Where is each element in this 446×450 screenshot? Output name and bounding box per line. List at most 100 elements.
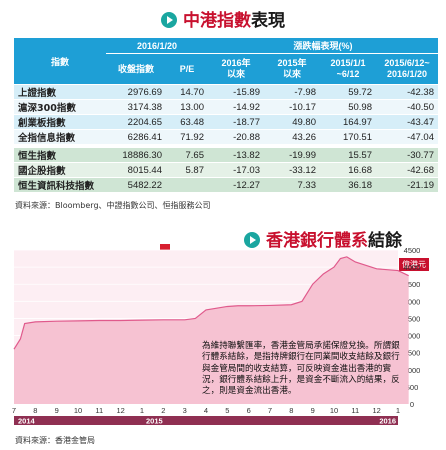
- table-cell: 16.68: [320, 162, 376, 178]
- column-header: 收盤指數: [106, 53, 166, 85]
- year-label: 2014: [18, 417, 36, 426]
- table-cell: -33.12: [264, 162, 320, 178]
- x-tick-label: 11: [351, 406, 359, 415]
- x-tick-label: 6: [247, 406, 251, 415]
- unit-label: 億港元: [399, 258, 429, 271]
- table-cell: 14.70: [166, 84, 208, 100]
- x-tick-label: 12: [372, 406, 380, 415]
- x-tick-label: 10: [330, 406, 338, 415]
- table-cell: 50.98: [320, 99, 376, 115]
- table-cell: -15.89: [208, 84, 264, 100]
- table-cell: 43.26: [264, 129, 320, 145]
- chart-annotation: 為維持聯繫匯率，香港金管局承諾保證兌換。所謂銀行體系結餘，是指持牌銀行在同業間收…: [202, 341, 400, 397]
- y-tick-label: 4500: [404, 246, 421, 255]
- table-cell: 3174.38: [106, 99, 166, 115]
- table-cell: [166, 177, 208, 193]
- y-tick-label: 1500: [404, 349, 421, 358]
- table-row: 全指信息指數 6286.41 71.92 -20.88 43.26 170.51 -47.0…: [14, 129, 438, 145]
- x-tick-label: 7: [268, 406, 272, 415]
- table-cell: 36.18: [320, 177, 376, 193]
- table-cell: 164.97: [320, 114, 376, 130]
- table-cell: -30.77: [376, 148, 438, 163]
- table-cell: 49.80: [264, 114, 320, 130]
- table-cell: -20.88: [208, 129, 264, 145]
- table-cell: 18886.30: [106, 148, 166, 163]
- year-band: [14, 416, 398, 425]
- table-cell: 8015.44: [106, 162, 166, 178]
- x-tick-label: 11: [95, 406, 103, 415]
- balance-line: [13, 256, 409, 350]
- x-tick-label: 2: [161, 406, 165, 415]
- table-row: 恒生資訊科技指數 5482.22 -12.27 7.33 36.18 -21.19: [14, 177, 438, 193]
- column-header: P/E: [166, 53, 208, 85]
- y-tick-label: 0: [410, 400, 414, 409]
- index-name: 恒生指數: [14, 148, 106, 163]
- table-cell: 15.57: [320, 148, 376, 163]
- table-cell: -43.47: [376, 114, 438, 130]
- table-cell: 63.48: [166, 114, 208, 130]
- x-tick-label: 10: [74, 406, 82, 415]
- table-cell: -7.98: [264, 84, 320, 100]
- index-name: 全指信息指數: [14, 129, 106, 145]
- source-note-2: 資料來源：香港金管局: [15, 436, 95, 445]
- x-tick-label: 1: [140, 406, 144, 415]
- table-cell: -47.04: [376, 129, 438, 145]
- table-cell: -21.19: [376, 177, 438, 193]
- balance-area: [14, 256, 409, 404]
- table-cell: -42.38: [376, 84, 438, 100]
- table-cell: 71.92: [166, 129, 208, 145]
- x-tick-label: 1: [396, 406, 400, 415]
- table-cell: 13.00: [166, 99, 208, 115]
- index-name: 滬深300指數: [14, 99, 106, 115]
- year-label: 2015: [146, 417, 163, 426]
- table-row: 創業板指數 2204.65 63.48 -18.77 49.80 164.97 -43.47: [14, 114, 438, 130]
- play-icon: [161, 12, 177, 28]
- table-cell: 170.51: [320, 129, 376, 145]
- table-row: 滬深300指數 3174.38 13.00 -14.92 -10.17 50.98 -40.…: [14, 99, 438, 115]
- y-tick-label: 2000: [404, 332, 421, 341]
- table-cell: -42.68: [376, 162, 438, 178]
- x-tick-label: 12: [116, 406, 124, 415]
- x-tick-label: 9: [311, 406, 315, 415]
- table-cell: 2976.69: [106, 84, 166, 100]
- x-tick-label: 3: [183, 406, 187, 415]
- table-cell: -19.99: [264, 148, 320, 163]
- y-tick-label: 2500: [404, 314, 421, 323]
- column-header: 2015年 以來: [264, 53, 320, 85]
- column-header: 2016年 以來: [208, 53, 264, 85]
- x-tick-label: 4: [204, 406, 208, 415]
- table-cell: 59.72: [320, 84, 376, 100]
- table-cell: -40.50: [376, 99, 438, 115]
- balance-chart: 0 500 1000 1500 2000 2500 3000 3500 4000 4500 7 8 9 1…: [12, 244, 421, 426]
- index-name: 上證指數: [14, 84, 106, 100]
- play-icon: [244, 232, 260, 248]
- table-cell: -18.77: [208, 114, 264, 130]
- index-table: 指數 2016/1/20 漲跌幅表現(%) 收盤指數 P/E 2016年 以來 2015…: [14, 38, 438, 193]
- table-title: 中港指數表現: [0, 6, 446, 31]
- table-cell: -12.27: [208, 177, 264, 193]
- table-cell: -10.17: [264, 99, 320, 115]
- chart-title: 香港銀行體系結餘: [244, 226, 402, 251]
- column-header: 2015/6/12~ 2016/1/20: [376, 53, 438, 85]
- table-cell: 6286.41: [106, 129, 166, 145]
- x-tick-label: 5: [225, 406, 229, 415]
- x-tick-label: 8: [33, 406, 37, 415]
- x-tick-label: 9: [55, 406, 59, 415]
- table-cell: 7.33: [264, 177, 320, 193]
- table-cell: -17.03: [208, 162, 264, 178]
- table-cell: 2204.65: [106, 114, 166, 130]
- x-tick-label: 8: [289, 406, 293, 415]
- index-name: 創業板指數: [14, 114, 106, 130]
- y-tick-label: 3000: [404, 297, 421, 306]
- column-header: 2015/1/1 ~6/12: [320, 53, 376, 85]
- table-row: 恒生指數 18886.30 7.65 -13.82 -19.99 15.57 -30.77: [14, 148, 438, 163]
- x-tick-label: 7: [12, 406, 16, 415]
- header-change: 漲跌幅表現(%): [208, 38, 438, 54]
- table-cell: 5482.22: [106, 177, 166, 193]
- table-row: 上證指數 2976.69 14.70 -15.89 -7.98 59.72 -42.38: [14, 84, 438, 100]
- table-cell: 5.87: [166, 162, 208, 178]
- source-note-1: 資料來源：Bloomberg、中證指數公司、恒指服務公司: [15, 201, 211, 210]
- table-row: 國企股指數 8015.44 5.87 -17.03 -33.12 16.68 -42.68: [14, 162, 438, 178]
- y-tick-label: 500: [406, 383, 419, 392]
- index-name: 恒生資訊科技指數: [14, 177, 106, 193]
